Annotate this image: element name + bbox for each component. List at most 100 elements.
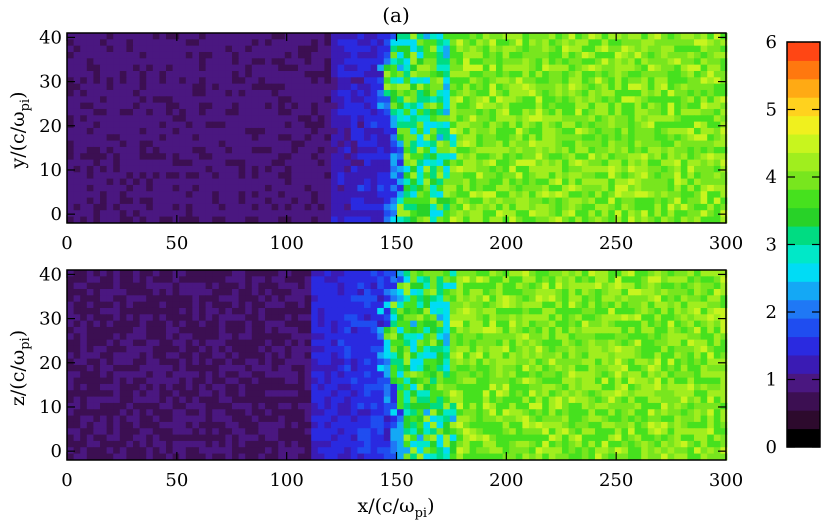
heatmap-cell bbox=[647, 77, 655, 85]
heatmap-cell bbox=[133, 345, 140, 353]
heatmap-cell bbox=[86, 140, 94, 148]
heatmap-cell bbox=[588, 33, 596, 40]
heatmap-cell bbox=[700, 191, 708, 198]
heatmap-cell bbox=[80, 314, 88, 322]
heatmap-cell bbox=[271, 288, 279, 296]
heatmap-cell bbox=[628, 320, 635, 328]
heatmap-cell bbox=[667, 364, 675, 372]
heatmap-cell bbox=[588, 333, 596, 341]
heatmap-cell bbox=[93, 184, 101, 192]
heatmap-cell bbox=[133, 352, 140, 360]
heatmap-cell bbox=[218, 288, 226, 296]
heatmap-cell bbox=[185, 127, 193, 135]
heatmap-cell bbox=[496, 358, 503, 366]
heatmap-cell bbox=[225, 314, 233, 322]
heatmap-cell bbox=[608, 383, 616, 391]
heatmap-cell bbox=[245, 358, 253, 366]
heatmap-cell bbox=[383, 96, 391, 104]
heatmap-cell bbox=[298, 210, 305, 217]
heatmap-cell bbox=[113, 153, 121, 160]
heatmap-cell bbox=[370, 377, 378, 385]
heatmap-cell bbox=[166, 121, 173, 129]
heatmap-cell bbox=[707, 64, 715, 72]
heatmap-cell bbox=[595, 288, 602, 296]
heatmap-cell bbox=[205, 64, 213, 72]
heatmap-cell bbox=[232, 203, 239, 211]
heatmap-cell bbox=[529, 333, 536, 341]
heatmap-cell bbox=[119, 390, 127, 397]
heatmap-cell bbox=[423, 58, 431, 66]
heatmap-cell bbox=[317, 45, 325, 53]
heatmap-cell bbox=[225, 146, 233, 154]
heatmap-cell bbox=[291, 77, 299, 85]
heatmap-cell bbox=[113, 301, 121, 309]
heatmap-cell bbox=[661, 153, 668, 160]
heatmap-cell bbox=[674, 102, 682, 110]
heatmap-cell bbox=[251, 197, 259, 205]
heatmap-cell bbox=[410, 102, 418, 110]
heatmap-cell bbox=[370, 39, 378, 47]
heatmap-cell bbox=[535, 146, 543, 154]
heatmap-cell bbox=[331, 77, 338, 85]
heatmap-cell bbox=[628, 83, 635, 91]
heatmap-cell bbox=[568, 51, 576, 59]
heatmap-cell bbox=[377, 333, 385, 341]
heatmap-cell bbox=[700, 64, 708, 72]
heatmap-cell bbox=[331, 165, 338, 173]
heatmap-cell bbox=[449, 102, 457, 110]
heatmap-cell bbox=[469, 134, 477, 142]
heatmap-cell bbox=[199, 314, 206, 322]
heatmap-cell bbox=[588, 339, 596, 347]
heatmap-cell bbox=[535, 320, 543, 328]
heatmap-cell bbox=[601, 377, 609, 385]
heatmap-cell bbox=[548, 102, 556, 110]
heatmap-cell bbox=[344, 172, 352, 179]
heatmap-cell bbox=[535, 51, 543, 59]
heatmap-cell bbox=[258, 108, 266, 116]
heatmap-cell bbox=[456, 307, 464, 315]
heatmap-cell bbox=[535, 39, 543, 47]
heatmap-cell bbox=[166, 140, 173, 148]
heatmap-cell bbox=[166, 178, 173, 186]
heatmap-cell bbox=[416, 153, 424, 160]
heatmap-cell bbox=[232, 210, 239, 217]
heatmap-cell bbox=[271, 159, 279, 167]
heatmap-cell bbox=[667, 314, 675, 322]
heatmap-cell bbox=[575, 89, 583, 97]
heatmap-cell bbox=[423, 276, 431, 284]
heatmap-cell bbox=[568, 288, 576, 296]
heatmap-cell bbox=[489, 39, 497, 47]
heatmap-cell bbox=[489, 134, 497, 142]
heatmap-cell bbox=[179, 121, 187, 129]
heatmap-cell bbox=[238, 203, 246, 211]
heatmap-cell bbox=[86, 216, 94, 224]
heatmap-cell bbox=[496, 102, 503, 110]
heatmap-cell bbox=[199, 70, 206, 78]
heatmap-cell bbox=[595, 371, 602, 379]
heatmap-cell bbox=[555, 184, 563, 192]
heatmap-cell bbox=[166, 58, 173, 66]
heatmap-cell bbox=[370, 320, 378, 328]
heatmap-cell bbox=[67, 358, 74, 366]
heatmap-cell bbox=[614, 64, 622, 72]
heatmap-cell bbox=[80, 178, 88, 186]
heatmap-cell bbox=[205, 134, 213, 142]
heatmap-cell bbox=[410, 358, 418, 366]
heatmap-cell bbox=[687, 345, 695, 353]
heatmap-cell bbox=[205, 345, 213, 353]
heatmap-cell bbox=[410, 270, 418, 277]
heatmap-cell bbox=[146, 172, 154, 179]
heatmap-cell bbox=[357, 77, 365, 85]
heatmap-cell bbox=[680, 146, 688, 154]
heatmap-cell bbox=[331, 33, 338, 40]
heatmap-cell bbox=[436, 333, 444, 341]
heatmap-cell bbox=[344, 96, 352, 104]
heatmap-cell bbox=[601, 270, 609, 277]
heatmap-cell bbox=[614, 197, 622, 205]
heatmap-cell bbox=[311, 390, 319, 397]
heatmap-cell bbox=[628, 216, 635, 224]
heatmap-cell bbox=[390, 127, 398, 135]
heatmap-cell bbox=[456, 383, 464, 391]
heatmap-cell bbox=[634, 364, 642, 372]
heatmap-cell bbox=[720, 108, 728, 116]
